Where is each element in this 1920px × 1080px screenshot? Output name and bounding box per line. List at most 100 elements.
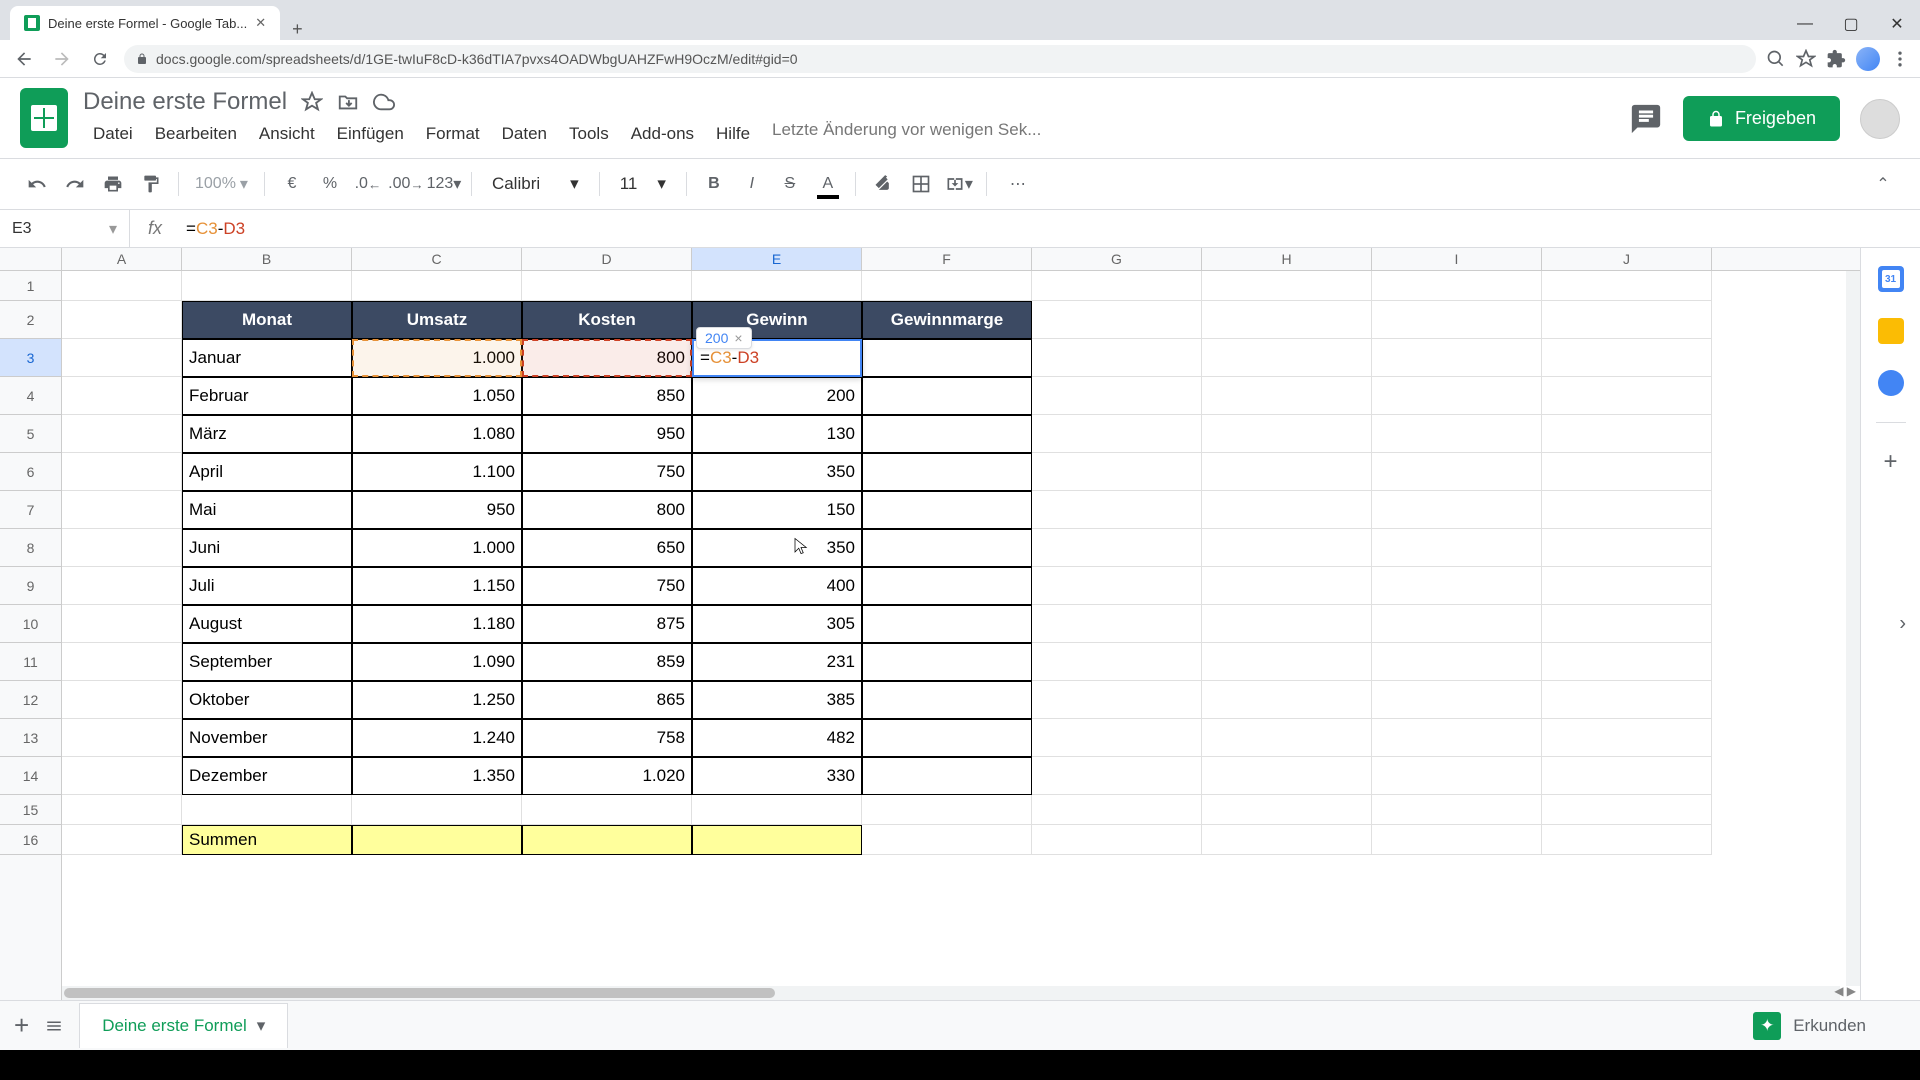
cell[interactable]	[62, 453, 182, 491]
name-box[interactable]: E3▾	[0, 210, 130, 247]
move-folder-icon[interactable]	[337, 91, 359, 113]
cell[interactable]	[1032, 681, 1202, 719]
cell[interactable]: Dezember	[182, 757, 352, 795]
minimize-button[interactable]: —	[1782, 8, 1828, 40]
cell[interactable]: 859	[522, 643, 692, 681]
cell[interactable]	[1032, 757, 1202, 795]
cell[interactable]	[62, 529, 182, 567]
cell[interactable]	[862, 339, 1032, 377]
cell[interactable]	[1542, 491, 1712, 529]
column-header[interactable]: E	[692, 248, 862, 270]
row-header[interactable]: 7	[0, 491, 61, 529]
forward-button[interactable]	[48, 45, 76, 73]
formula-preview-badge[interactable]: 200×	[696, 327, 752, 349]
cell[interactable]	[62, 491, 182, 529]
formula-input[interactable]: =C3-D3	[180, 219, 1920, 239]
star-outline-icon[interactable]	[301, 91, 323, 113]
cell[interactable]	[1542, 719, 1712, 757]
row-header[interactable]: 1	[0, 271, 61, 301]
cell[interactable]	[1202, 377, 1372, 415]
more-toolbar-button[interactable]: ⋯	[1001, 167, 1035, 201]
cell[interactable]	[1202, 453, 1372, 491]
cell[interactable]	[1542, 825, 1712, 855]
cell[interactable]	[1542, 529, 1712, 567]
cell[interactable]: 150	[692, 491, 862, 529]
cell[interactable]: Februar	[182, 377, 352, 415]
row-header[interactable]: 3	[0, 339, 61, 377]
cell[interactable]: 1.080	[352, 415, 522, 453]
cell[interactable]	[62, 377, 182, 415]
cell[interactable]	[1372, 567, 1542, 605]
vertical-scrollbar[interactable]	[1846, 271, 1860, 986]
cell[interactable]: September	[182, 643, 352, 681]
cell[interactable]	[1372, 301, 1542, 339]
cell[interactable]	[1202, 415, 1372, 453]
menu-tools[interactable]: Tools	[559, 120, 619, 148]
sheets-logo-icon[interactable]	[20, 88, 68, 148]
cell[interactable]	[862, 681, 1032, 719]
undo-button[interactable]	[20, 167, 54, 201]
cell[interactable]	[62, 605, 182, 643]
cell[interactable]	[522, 795, 692, 825]
cell[interactable]	[1032, 605, 1202, 643]
cell[interactable]	[62, 643, 182, 681]
cell[interactable]	[182, 271, 352, 301]
cell[interactable]	[862, 719, 1032, 757]
cell[interactable]	[182, 795, 352, 825]
cell[interactable]: November	[182, 719, 352, 757]
menu-view[interactable]: Ansicht	[249, 120, 325, 148]
cell[interactable]	[1542, 643, 1712, 681]
cell[interactable]	[1202, 825, 1372, 855]
cell[interactable]: Juli	[182, 567, 352, 605]
url-field[interactable]: docs.google.com/spreadsheets/d/1GE-twIuF…	[124, 45, 1756, 73]
cell[interactable]: 231	[692, 643, 862, 681]
browser-tab[interactable]: Deine erste Formel - Google Tab... ✕	[10, 6, 280, 40]
close-window-button[interactable]: ✕	[1874, 8, 1920, 40]
cell[interactable]: April	[182, 453, 352, 491]
add-sheet-button[interactable]: +	[14, 1010, 29, 1041]
cell[interactable]	[1372, 825, 1542, 855]
column-header[interactable]: B	[182, 248, 352, 270]
cell[interactable]	[1372, 681, 1542, 719]
cell[interactable]	[1032, 415, 1202, 453]
column-header[interactable]: J	[1542, 248, 1712, 270]
comments-icon[interactable]	[1629, 102, 1663, 136]
cell[interactable]	[862, 605, 1032, 643]
row-header[interactable]: 4	[0, 377, 61, 415]
column-header[interactable]: I	[1372, 248, 1542, 270]
cell[interactable]: 950	[352, 491, 522, 529]
fill-color-button[interactable]	[866, 167, 900, 201]
font-size-dropdown[interactable]: 11▾	[610, 174, 676, 194]
cell[interactable]	[1032, 491, 1202, 529]
cell[interactable]	[62, 795, 182, 825]
cell[interactable]	[692, 271, 862, 301]
row-header[interactable]: 14	[0, 757, 61, 795]
font-dropdown[interactable]: Calibri▾	[482, 174, 589, 194]
row-header[interactable]: 9	[0, 567, 61, 605]
cell[interactable]	[1032, 377, 1202, 415]
cell[interactable]	[1542, 339, 1712, 377]
menu-addons[interactable]: Add-ons	[621, 120, 704, 148]
print-button[interactable]	[96, 167, 130, 201]
percent-button[interactable]: %	[313, 167, 347, 201]
cell[interactable]	[1372, 605, 1542, 643]
row-header[interactable]: 10	[0, 605, 61, 643]
cell[interactable]	[522, 825, 692, 855]
cell[interactable]	[1372, 795, 1542, 825]
cell[interactable]	[1372, 453, 1542, 491]
cell[interactable]	[1372, 339, 1542, 377]
zoom-icon[interactable]	[1766, 49, 1786, 69]
cell[interactable]: August	[182, 605, 352, 643]
cell[interactable]: 400	[692, 567, 862, 605]
cell[interactable]	[862, 825, 1032, 855]
select-all-corner[interactable]	[0, 248, 62, 270]
cell[interactable]	[1542, 271, 1712, 301]
cell[interactable]: 1.090	[352, 643, 522, 681]
close-tab-icon[interactable]: ✕	[255, 15, 266, 31]
cell[interactable]: 750	[522, 567, 692, 605]
merge-button[interactable]: ▾	[942, 167, 976, 201]
text-color-button[interactable]: A	[811, 167, 845, 201]
column-header[interactable]: F	[862, 248, 1032, 270]
cell[interactable]	[1032, 271, 1202, 301]
cell[interactable]	[1032, 339, 1202, 377]
